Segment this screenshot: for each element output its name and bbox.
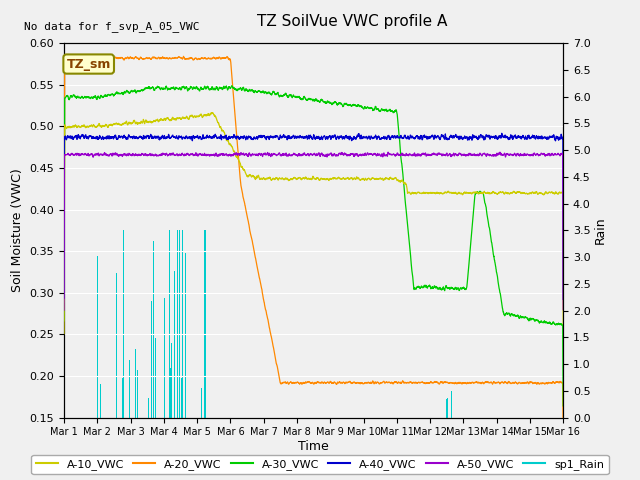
Text: TZ SoilVue VWC profile A: TZ SoilVue VWC profile A bbox=[257, 14, 447, 29]
Y-axis label: Rain: Rain bbox=[593, 216, 607, 244]
Text: TZ_sm: TZ_sm bbox=[67, 58, 111, 71]
Text: No data for f_svp_A_05_VWC: No data for f_svp_A_05_VWC bbox=[24, 21, 200, 32]
Legend: A-10_VWC, A-20_VWC, A-30_VWC, A-40_VWC, A-50_VWC, sp1_Rain: A-10_VWC, A-20_VWC, A-30_VWC, A-40_VWC, … bbox=[31, 455, 609, 474]
Y-axis label: Soil Moisture (VWC): Soil Moisture (VWC) bbox=[11, 168, 24, 292]
X-axis label: Time: Time bbox=[298, 440, 329, 453]
